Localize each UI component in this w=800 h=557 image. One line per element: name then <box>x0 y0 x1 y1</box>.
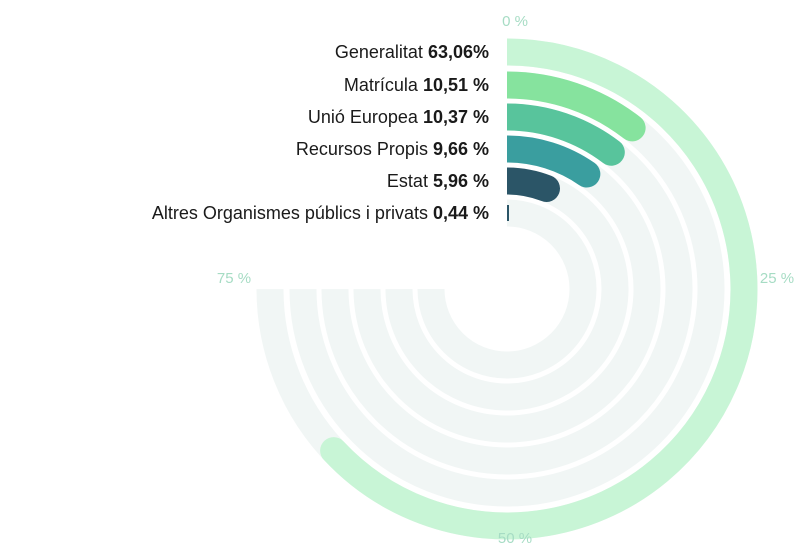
bar-generalitat <box>320 38 758 540</box>
track-matricula <box>289 71 725 507</box>
legend-value-label: 63,06% <box>428 42 489 62</box>
bar-start-mask <box>492 134 507 164</box>
legend-value-label: 9,66 % <box>433 139 489 159</box>
chart-legend: Generalitat 63,06%Matrícula 10,51 %Unió … <box>152 42 489 223</box>
bar-estat <box>493 167 560 202</box>
bar-recursos-propis <box>493 135 601 188</box>
track-unio-europea <box>321 103 693 475</box>
tick-label-0: 0 % <box>502 13 528 30</box>
bar-matricula <box>493 71 646 142</box>
bar-start-mask <box>492 37 507 67</box>
tick-label-50: 50 % <box>498 530 532 547</box>
legend-altres-organismes-publics-i-privats: Altres Organismes públics i privats 0,44… <box>152 203 489 223</box>
legend-generalitat: Generalitat 63,06% <box>335 42 489 62</box>
legend-category-label: Estat <box>387 171 433 191</box>
bar-start-mask <box>492 102 507 132</box>
track-estat <box>385 167 629 411</box>
track-recursos-propis <box>353 135 661 443</box>
chart-bars <box>320 37 758 540</box>
bar-start-mask <box>492 166 507 196</box>
track-altres-organismes-publics-i-privats <box>417 199 597 379</box>
legend-recursos-propis: Recursos Propis 9,66 % <box>296 139 489 159</box>
bar-altres-organismes-publics-i-privats <box>507 205 509 221</box>
legend-category-label: Unió Europea <box>308 107 423 127</box>
axis-ticks: 0 % 25 % 50 % 75 % <box>217 13 794 547</box>
legend-value-label: 0,44 % <box>433 203 489 223</box>
legend-estat: Estat 5,96 % <box>387 171 489 191</box>
legend-category-label: Matrícula <box>344 75 423 95</box>
legend-unio-europea: Unió Europea 10,37 % <box>308 107 489 127</box>
bar-unio-europea <box>493 103 625 166</box>
legend-matricula: Matrícula 10,51 % <box>344 75 489 95</box>
tick-label-75: 75 % <box>217 270 251 287</box>
legend-category-label: Altres Organismes públics i privats <box>152 203 433 223</box>
legend-value-label: 10,51 % <box>423 75 489 95</box>
bar-start-mask <box>492 70 507 100</box>
legend-value-label: 10,37 % <box>423 107 489 127</box>
legend-category-label: Generalitat <box>335 42 428 62</box>
legend-value-label: 5,96 % <box>433 171 489 191</box>
legend-category-label: Recursos Propis <box>296 139 433 159</box>
tick-label-25: 25 % <box>760 270 794 287</box>
